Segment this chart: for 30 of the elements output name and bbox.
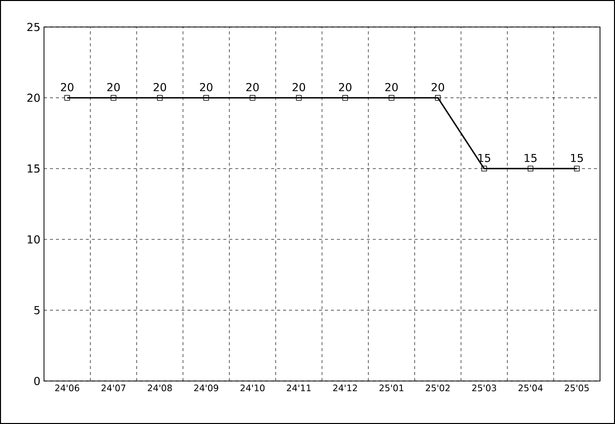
data-label: 20 — [60, 83, 74, 92]
data-label: 15 — [478, 154, 490, 162]
data-label: 20 — [385, 83, 398, 92]
x-tick-label: 25'03 — [472, 384, 496, 392]
data-label: 20 — [292, 83, 306, 92]
data-label: 20 — [200, 83, 212, 92]
y-tick-label: 25 — [27, 22, 40, 32]
y-tick-label: 0 — [34, 376, 40, 386]
x-tick-label: 24'12 — [333, 384, 357, 392]
y-tick-label: 5 — [34, 306, 40, 314]
y-tick-label: 20 — [27, 94, 40, 102]
y-tick-label: 15 — [28, 164, 40, 173]
x-tick-label: 24'10 — [240, 384, 265, 392]
data-label: 20 — [154, 83, 166, 92]
x-tick-label: 24'07 — [102, 384, 126, 392]
x-tick-label: 25'05 — [564, 384, 589, 392]
x-tick-label: 25'04 — [518, 384, 543, 392]
data-label: 15 — [571, 154, 583, 162]
x-tick-label: 25'01 — [380, 384, 404, 392]
x-tick-label: 25'02 — [426, 384, 450, 392]
data-label: 20 — [432, 83, 444, 92]
data-label: 20 — [107, 83, 120, 92]
x-tick-label: 24'11 — [286, 384, 311, 392]
data-label: 20 — [339, 83, 352, 92]
y-tick-label: 10 — [28, 235, 40, 244]
data-label: 20 — [246, 83, 259, 92]
x-tick-label: 24'08 — [148, 384, 172, 392]
x-tick-label: 24'06 — [55, 384, 80, 392]
data-label: 15 — [524, 154, 537, 162]
x-tick-label: 24'09 — [194, 384, 218, 392]
